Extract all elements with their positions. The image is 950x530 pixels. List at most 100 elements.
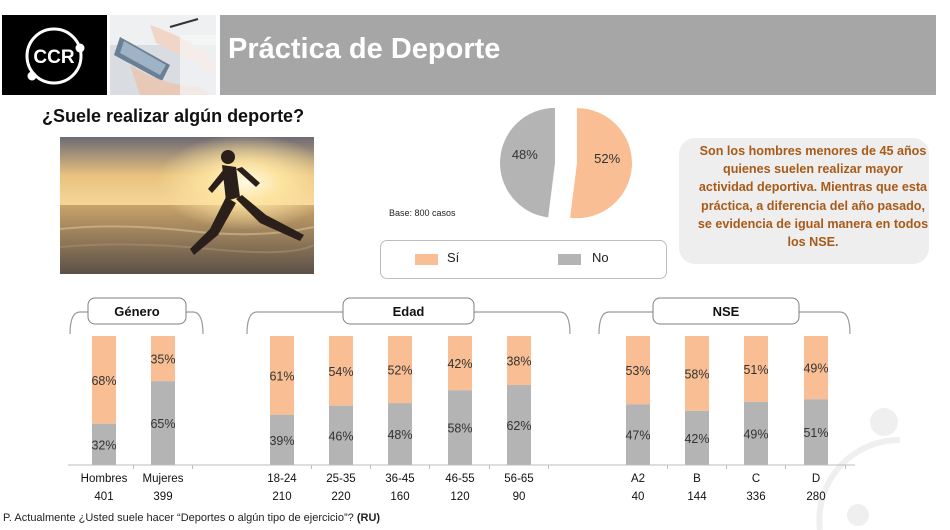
- base-label-c: 336: [746, 491, 765, 503]
- base-label-b: 144: [687, 491, 707, 503]
- pie-chart: 52% 48%: [500, 107, 632, 219]
- x-label-36-45: 36-45: [385, 473, 414, 485]
- x-label-mujeres: Mujeres: [143, 473, 184, 485]
- logo-panel: CCR: [2, 15, 107, 95]
- label-no-mujeres: 65%: [150, 417, 175, 431]
- bar-no-mujeres: [151, 381, 175, 465]
- pie-slice-sí: [570, 108, 632, 219]
- x-label-c: C: [752, 473, 760, 485]
- label-no-25-35: 46%: [328, 429, 353, 443]
- pie-label-sí: 52%: [594, 151, 620, 166]
- base-label-d: 280: [806, 491, 825, 503]
- label-si-18-24: 61%: [269, 369, 294, 383]
- ccr-logo: CCR: [25, 27, 85, 85]
- watermark-decoration: [816, 408, 901, 530]
- label-no-36-45: 48%: [387, 428, 412, 442]
- base-label-46-55: 120: [450, 491, 469, 503]
- label-si-a2: 53%: [625, 364, 650, 378]
- bar-no-a2: [626, 404, 650, 465]
- base-label-18-24: 210: [272, 491, 291, 503]
- base-label-a2: 40: [632, 491, 645, 503]
- x-label-d: D: [812, 473, 820, 485]
- callout-box: [679, 138, 929, 264]
- legend-swatch-no: [558, 254, 581, 265]
- base-label-mujeres: 399: [153, 491, 172, 503]
- bar-no-25-35: [329, 405, 353, 465]
- legend-label-si: Sí: [447, 250, 460, 265]
- label-no-c: 49%: [743, 427, 768, 441]
- bar-si-18-24: [270, 336, 294, 415]
- group-title-edad: Edad: [393, 304, 425, 319]
- group-pill-edad: [342, 297, 475, 325]
- group-pill-g-nero: [87, 297, 187, 325]
- group-headers: Género Edad NSE: [69, 297, 851, 335]
- bar-si-b: [685, 336, 709, 411]
- bar-no-18-24: [270, 414, 294, 465]
- bar-no-56-65: [507, 385, 531, 465]
- group-pill-nse: [652, 297, 800, 325]
- bar-no-46-55: [448, 390, 472, 465]
- bar-si-25-35: [329, 336, 353, 406]
- bar-no-hombres: [92, 423, 116, 465]
- bar-si-c: [744, 336, 768, 402]
- label-no-hombres: 32%: [91, 438, 116, 452]
- group-title-g-nero: Género: [114, 304, 160, 319]
- base-label-hombres: 401: [94, 491, 113, 503]
- legend: Sí No: [380, 240, 667, 279]
- label-si-hombres: 68%: [91, 374, 116, 388]
- footnote-tag: (RU): [356, 512, 381, 524]
- label-no-b: 42%: [684, 432, 709, 446]
- label-si-36-45: 52%: [387, 364, 412, 378]
- bar-no-36-45: [388, 403, 412, 465]
- bar-no-b: [685, 410, 709, 465]
- footnote-text: P. Actualmente ¿Usted suele hacer “Depor…: [3, 512, 354, 524]
- label-no-46-55: 58%: [447, 422, 472, 436]
- bar-si-56-65: [507, 336, 531, 386]
- bar-no-d: [804, 399, 828, 465]
- header-photo: [110, 15, 216, 95]
- group-title-nse: NSE: [713, 304, 740, 319]
- x-label-46-55: 46-55: [445, 473, 474, 485]
- logo-text: CCR: [33, 47, 74, 68]
- bar-si-mujeres: [151, 336, 175, 382]
- base-label-25-35: 220: [331, 491, 350, 503]
- callout-text: Son los hombres menores de 45 años quien…: [697, 144, 929, 250]
- bar-si-46-55: [448, 336, 472, 391]
- label-si-25-35: 54%: [328, 365, 353, 379]
- page-title: Práctica de Deporte: [228, 33, 501, 65]
- x-label-18-24: 18-24: [267, 473, 297, 485]
- footnote: P. Actualmente ¿Usted suele hacer “Depor…: [3, 512, 380, 524]
- label-si-d: 49%: [803, 362, 828, 376]
- stacked-bar-chart: 68% 32% 35% 65% 61% 39% 54% 46% 52% 48% 42% 58% 38% 6…: [91, 336, 829, 465]
- label-si-56-65: 38%: [506, 355, 531, 369]
- x-label-hombres: Hombres: [81, 473, 128, 485]
- x-axis-labels: Hombres 401 Mujeres 399 18-24 210 25-35 220 36-4…: [81, 465, 846, 503]
- legend-label-no: No: [592, 250, 609, 265]
- base-note: Base: 800 casos: [389, 208, 456, 218]
- bar-no-c: [744, 401, 768, 465]
- label-no-a2: 47%: [625, 429, 650, 443]
- label-no-56-65: 62%: [506, 419, 531, 433]
- bar-si-hombres: [92, 336, 116, 424]
- header-bar: [220, 15, 936, 95]
- x-label-56-65: 56-65: [504, 473, 533, 485]
- x-label-25-35: 25-35: [326, 473, 355, 485]
- label-si-46-55: 42%: [447, 357, 472, 371]
- x-label-b: B: [693, 473, 701, 485]
- label-no-d: 51%: [803, 426, 828, 440]
- label-no-18-24: 39%: [269, 434, 294, 448]
- label-si-b: 58%: [684, 367, 709, 381]
- bar-si-a2: [626, 336, 650, 405]
- pie-label-no: 48%: [512, 147, 538, 162]
- label-si-c: 51%: [743, 363, 768, 377]
- legend-swatch-si: [415, 254, 438, 265]
- pie-slice-no: [500, 107, 556, 218]
- x-label-a2: A2: [631, 473, 645, 485]
- base-label-56-65: 90: [513, 491, 526, 503]
- bar-si-d: [804, 336, 828, 400]
- label-si-mujeres: 35%: [150, 353, 175, 367]
- runner-photo: [60, 137, 314, 274]
- survey-question: ¿Suele realizar algún deporte?: [42, 106, 305, 126]
- base-label-36-45: 160: [390, 491, 409, 503]
